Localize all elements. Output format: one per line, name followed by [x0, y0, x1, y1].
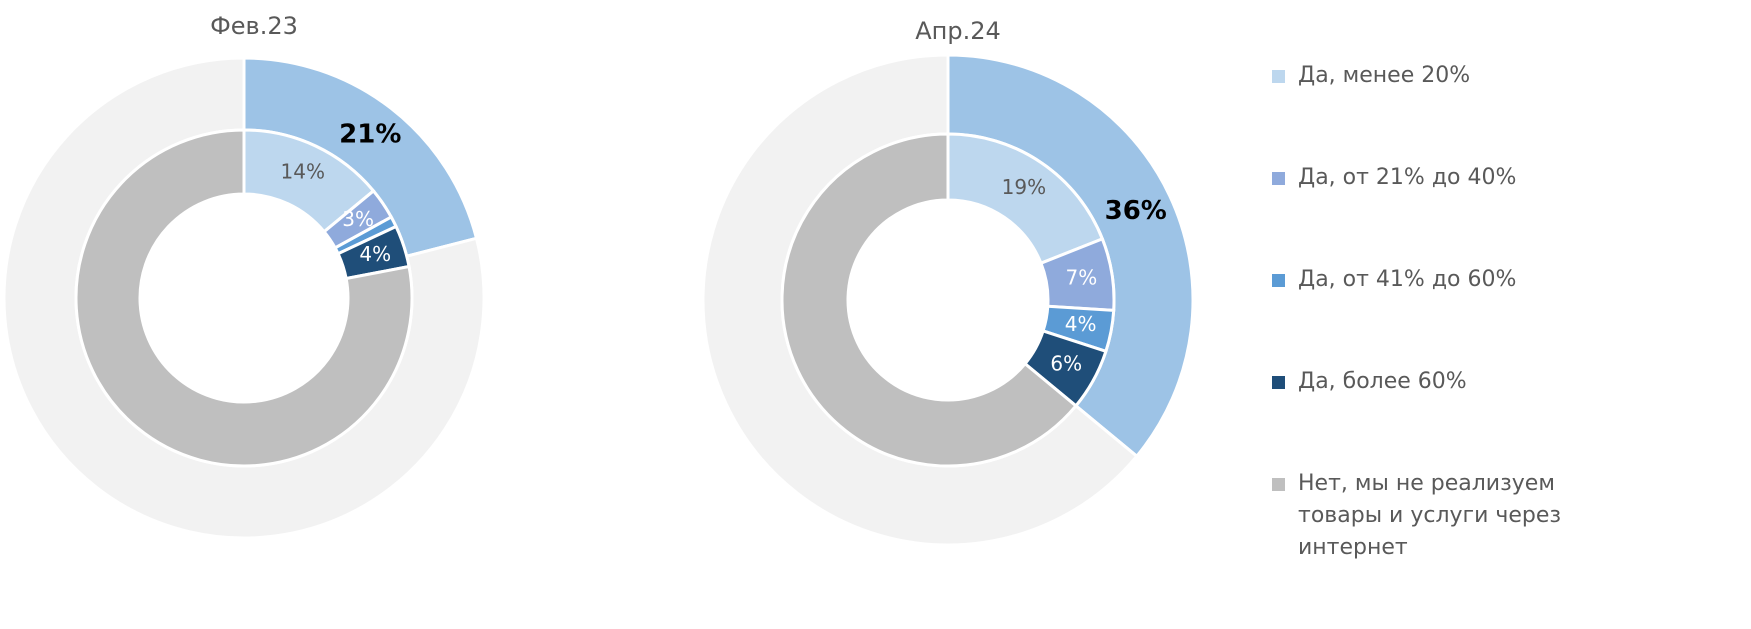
- legend-label: Да, более 60%: [1298, 369, 1467, 394]
- data-label: 3%: [342, 207, 374, 231]
- legend: Да, менее 20% Да, от 21% до 40% Да, от 41%…: [1272, 60, 1572, 570]
- data-label: 36%: [1105, 196, 1167, 226]
- legend-label: Да, менее 20%: [1298, 63, 1471, 88]
- chart-title: Апр.24: [915, 17, 1001, 45]
- legend-swatch: [1272, 70, 1285, 83]
- data-label: 19%: [1002, 175, 1046, 199]
- data-label: 4%: [1065, 312, 1097, 336]
- legend-label: Да, от 21% до 40%: [1298, 165, 1517, 190]
- data-label: 6%: [1050, 352, 1082, 376]
- legend-label: Нет, мы не реализуем товары и услуги чер…: [1298, 471, 1562, 560]
- data-label: 14%: [281, 160, 325, 184]
- legend-item: Да, от 21% до 40%: [1272, 162, 1572, 264]
- inner-segment: [780, 132, 1079, 468]
- legend-item: Да, от 41% до 60%: [1272, 264, 1572, 366]
- legend-swatch: [1272, 376, 1285, 389]
- legend-swatch: [1272, 172, 1285, 185]
- legend-swatch: [1272, 274, 1285, 287]
- legend-item: Да, менее 20%: [1272, 60, 1572, 162]
- legend-label: Да, от 41% до 60%: [1298, 267, 1517, 292]
- inner-segment: [74, 128, 414, 468]
- data-label: 7%: [1065, 265, 1097, 289]
- legend-item: Нет, мы не реализуем товары и услуги чер…: [1272, 468, 1572, 570]
- legend-item: Да, более 60%: [1272, 366, 1572, 468]
- chart-title: Фев.23: [210, 12, 298, 40]
- data-label: 4%: [359, 242, 391, 266]
- legend-swatch: [1272, 478, 1285, 491]
- data-label: 21%: [339, 120, 401, 150]
